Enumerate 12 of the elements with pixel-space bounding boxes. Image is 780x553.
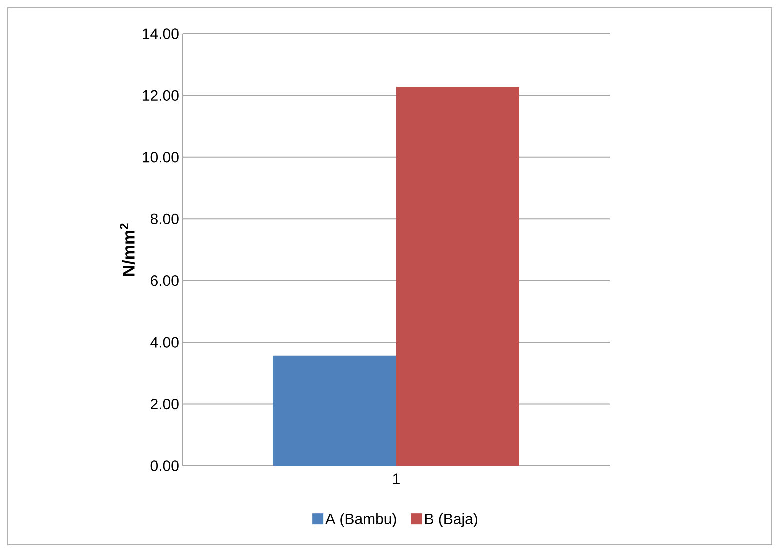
y-tick-label: 12.00 [143, 90, 179, 102]
y-tick-label: 10.00 [143, 152, 179, 163]
legend-label: B (Baja) [425, 513, 478, 528]
y-tick-label: 0.00 [150, 460, 179, 472]
y-tick-label: 8.00 [150, 214, 179, 224]
legend-label: A (Bambu) [326, 513, 396, 528]
y-tick-label: 4.00 [150, 337, 179, 348]
y-tick-label: 2.00 [151, 398, 179, 410]
x-tick-label: 1 [393, 474, 400, 484]
text: N/mm$^{2}$ [120, 224, 136, 276]
y-tick-label: 14.00 [143, 28, 179, 40]
y-tick-label: 6.00 [151, 276, 179, 286]
